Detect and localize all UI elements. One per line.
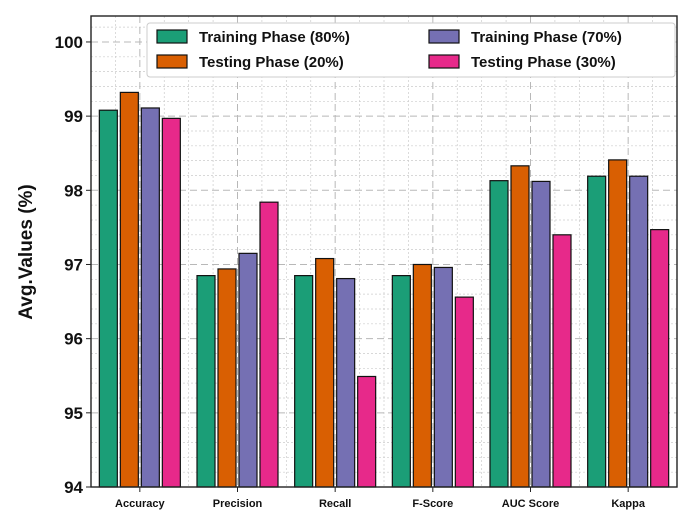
legend: Training Phase (80%) Testing Phase (20%) T… [146,22,676,78]
y-tick-label: 95 [64,404,83,423]
y-axis-ticks: 94 95 96 97 98 99 100 [55,33,91,497]
legend-label: Training Phase (70%) [471,29,622,46]
legend-label: Testing Phase (20%) [199,54,344,71]
legend-swatch [428,29,460,44]
bar-accuracy-series-1 [98,109,118,488]
bar-precision-series-3 [238,252,258,488]
bar-recall-series-1 [294,275,314,488]
legend-box [146,22,676,78]
y-tick-label: 97 [64,255,83,274]
bar-kappa-series-1 [587,175,607,488]
bar-precision-series-2 [217,268,237,488]
y-tick-label: 96 [64,330,83,349]
x-tick-label: Kappa [611,498,646,510]
x-tick-label: Recall [319,498,351,510]
bars [98,91,670,488]
y-tick-label: 99 [64,107,83,126]
legend-label: Testing Phase (30%) [471,54,616,71]
x-tick-label: Precision [213,498,263,510]
bar-auc-score-series-1 [489,180,509,488]
bar-precision-series-4 [259,201,279,488]
bar-accuracy-series-3 [140,107,160,488]
bar-f-score-series-3 [433,266,453,488]
legend-swatch [428,54,460,69]
bar-recall-series-4 [357,375,377,488]
y-axis-label: Avg.Values (%) [16,184,37,320]
bar-f-score-series-4 [454,296,474,488]
x-tick-label: AUC Score [502,498,559,510]
bar-kappa-series-2 [608,159,628,488]
legend-swatch [156,54,188,69]
legend-swatch [156,29,188,44]
x-tick-label: Accuracy [115,498,165,510]
bar-auc-score-series-4 [552,234,572,488]
y-tick-label: 100 [55,33,83,52]
y-tick-label: 94 [64,478,83,497]
bar-auc-score-series-2 [510,165,530,488]
bar-recall-series-3 [336,277,356,488]
bar-auc-score-series-3 [531,180,551,488]
x-tick-label: F-Score [412,498,453,510]
plot-frame [90,15,678,488]
bar-recall-series-2 [315,257,335,488]
bar-kappa-series-4 [650,229,670,488]
bar-accuracy-series-2 [119,91,139,488]
bar-f-score-series-2 [412,263,432,488]
legend-label: Training Phase (80%) [199,29,350,46]
bar-f-score-series-1 [391,275,411,488]
bar-accuracy-series-4 [161,117,181,488]
bar-precision-series-1 [196,275,216,488]
y-tick-label: 98 [64,181,83,200]
x-axis-ticks: Accuracy Precision Recall F-Score AUC Score K… [115,487,646,510]
bar-kappa-series-3 [629,175,649,488]
